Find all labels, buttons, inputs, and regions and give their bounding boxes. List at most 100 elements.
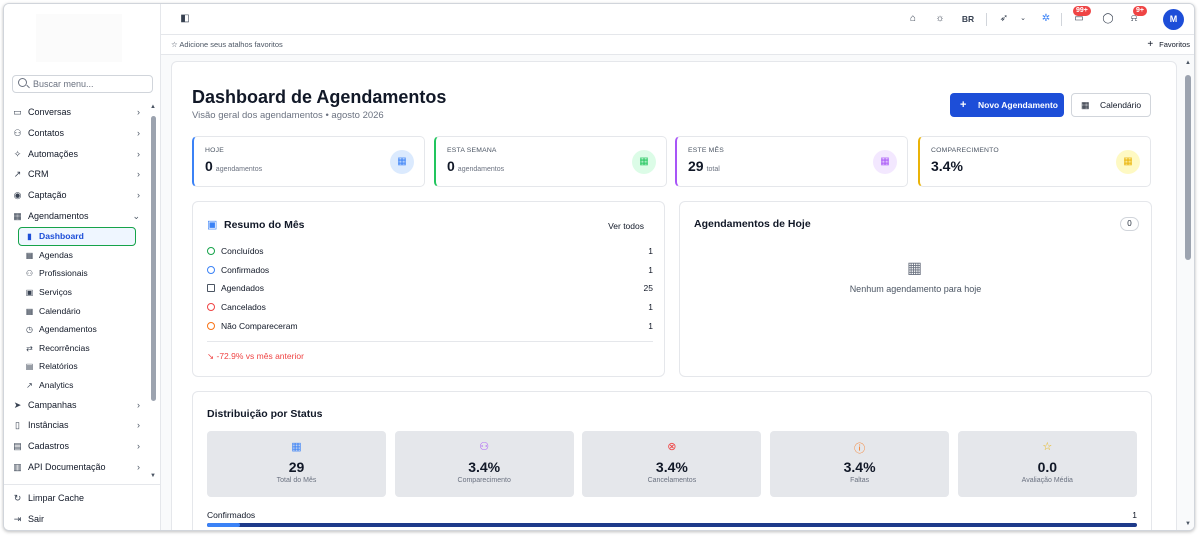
sidebar-search-input[interactable]: Buscar menu... [12, 75, 153, 93]
stat-unit: agendamentos [215, 166, 263, 173]
sidebar-item-cadastros[interactable]: ▤ Cadastros › [4, 436, 150, 457]
status-icon [207, 321, 215, 330]
progress-bar [207, 523, 1137, 527]
messages-badge: 99+ [1073, 6, 1091, 16]
sidebar-item-contatos[interactable]: ⚇ Contatos › [4, 123, 150, 144]
messages-icon[interactable]: ▭ 99+ [1072, 6, 1091, 26]
summary-row-value: 1 [648, 246, 653, 256]
scroll-down-icon[interactable]: ▼ [1185, 521, 1191, 527]
calendar-check-icon: ▦ [907, 260, 923, 277]
sidebar-item-automa-es[interactable]: ✧ Automações › [4, 144, 150, 165]
stat-unit: agendamentos [457, 166, 505, 173]
scroll-down-icon[interactable]: ▼ [150, 473, 156, 479]
stat-value: 0 agendamentos [447, 158, 504, 174]
stat-card: COMPARECIMENTO 3.4% ▦ [918, 136, 1151, 187]
sidebar-subitem-agendamentos[interactable]: ◷ Agendamentos [4, 320, 150, 339]
main-scrollbar[interactable]: ▲ ▼ [1182, 55, 1194, 530]
new-appointment-button[interactable]: + Novo Agendamento [950, 93, 1064, 117]
distribution-title: Distribuição por Status [207, 408, 323, 420]
sidebar-subitem-analytics[interactable]: ↗ Analytics [4, 376, 150, 395]
distribution-icon: ⊗ [667, 441, 677, 453]
sidebar-subitem-relat-rios[interactable]: ▤ Relatórios [4, 357, 150, 376]
summary-row-value: 1 [648, 320, 653, 331]
sidebar-item-capta-o[interactable]: ◉ Captação › [4, 185, 150, 206]
distribution-value: 3.4% [843, 459, 876, 475]
distribution-card: ▦ 29 Total do Mês [207, 431, 386, 497]
search-placeholder: Buscar menu... [33, 79, 94, 89]
sidebar-subitem-label: Agendas [39, 249, 73, 260]
trend-text: ↘ -72.9% vs mês anterior [207, 351, 304, 361]
language-button[interactable]: BR [961, 14, 975, 24]
sidebar-subitem-recorr-ncias[interactable]: ⇄ Recorrências [4, 339, 150, 358]
chat-bubble-icon[interactable]: ◯ [1102, 13, 1114, 24]
favorites-button[interactable]: + Favoritos [1147, 39, 1190, 50]
notifications-badge: 9+ [1133, 6, 1147, 16]
sidebar-item-campanhas[interactable]: ➤ Campanhas › [4, 395, 150, 416]
home-icon[interactable]: ⌂ [909, 13, 917, 24]
calendar-button[interactable]: ▦ Calendário [1071, 93, 1151, 117]
stat-label: ESTE MÊS [688, 147, 724, 154]
sidebar-item-agendamentos[interactable]: ▦ Agendamentos ⌄ [4, 206, 150, 227]
sidebar-item-label: Contatos [28, 127, 65, 138]
database-icon: ▤ [13, 441, 22, 452]
stat-label: COMPARECIMENTO [931, 147, 999, 154]
stat-value: 0 agendamentos [205, 158, 262, 174]
status-icon [207, 247, 215, 255]
sidebar-subitem-calend-rio[interactable]: ▦ Calendário [4, 302, 150, 321]
chevron-right-icon: › [137, 441, 140, 452]
sidebar-item-crm[interactable]: ↗ CRM › [4, 164, 150, 185]
sparkle-icon[interactable]: ✲ [1041, 13, 1051, 24]
stat-number: 0 [447, 158, 455, 174]
distribution-label: Total do Mês [276, 477, 317, 484]
avatar[interactable]: M [1163, 9, 1184, 30]
sidebar-item-limpar-cache[interactable]: ↻ Limpar Cache [4, 488, 161, 509]
summary-row-value: 25 [643, 283, 653, 294]
sidebar-scrollbar[interactable]: ▲ ▼ [149, 102, 157, 479]
toggle-sidebar-icon[interactable]: ◧ [180, 13, 190, 24]
stat-number: 29 [688, 158, 704, 174]
summary-row-label: Não Compareceram [221, 320, 298, 331]
distribution-value: 3.4% [468, 459, 501, 475]
sidebar-subitem-label: Serviços [39, 286, 72, 297]
rocket-icon[interactable]: ➶ [999, 13, 1009, 24]
sidebar-item-api-documenta-o[interactable]: ▥ API Documentação › [4, 457, 150, 478]
scrollbar-thumb[interactable] [151, 116, 156, 401]
view-all-link[interactable]: Ver todos [608, 221, 644, 231]
scroll-up-icon[interactable]: ▲ [150, 104, 156, 110]
sidebar-item-inst-ncias[interactable]: ▯ Instâncias › [4, 415, 150, 436]
sidebar-subitem-servi-os[interactable]: ▣ Serviços [4, 283, 150, 302]
summary-row-label: Concluídos [221, 246, 264, 256]
sidebar-subitem-label: Recorrências [39, 342, 90, 353]
chevron-down-icon[interactable]: ⌄ [1020, 15, 1026, 22]
sidebar-subitem-profissionais[interactable]: ⚇ Profissionais [4, 264, 150, 283]
bell-icon[interactable]: ⍾ 9+ [1127, 6, 1147, 26]
users-icon: ⚇ [25, 269, 34, 279]
sidebar-subitem-dashboard[interactable]: ▮ Dashboard [18, 226, 136, 246]
user-check-icon: ▦ [1116, 150, 1140, 174]
scrollbar-thumb[interactable] [1185, 75, 1191, 260]
distribution-value: 3.4% [655, 459, 688, 475]
divider [207, 341, 653, 342]
refresh-icon: ↻ [13, 493, 22, 503]
summary-row: Concluídos 1 [207, 242, 653, 260]
sidebar-subitem-agendas[interactable]: ▦ Agendas [4, 246, 150, 265]
status-icon [207, 265, 215, 274]
sidebar-item-sair[interactable]: ⇥ Sair [4, 509, 161, 530]
month-summary-card: ▣ Resumo do Mês Ver todos Concluídos 1 Con… [192, 201, 665, 377]
briefcase-icon: ▣ [25, 287, 34, 297]
stat-number: 0 [205, 158, 213, 174]
scroll-up-icon[interactable]: ▲ [1185, 60, 1191, 66]
theme-sun-icon[interactable]: ☼ [935, 13, 945, 24]
logo [36, 14, 122, 62]
sidebar-subitem-label: Agendamentos [39, 324, 97, 335]
sidebar-item-conversas[interactable]: ▭ Conversas › [4, 102, 150, 123]
send-icon: ➤ [13, 399, 22, 410]
progress-bar-fill [207, 523, 240, 527]
calendar-check-icon: ▦ [390, 150, 414, 174]
divider [986, 13, 987, 26]
trend-icon: ↗ [26, 380, 33, 390]
sidebar-item-label: CRM [28, 169, 49, 180]
zap-icon: ✧ [13, 148, 22, 159]
distribution-card: ⚇ 3.4% Comparecimento [394, 431, 574, 497]
distribution-label: Faltas [850, 477, 870, 484]
